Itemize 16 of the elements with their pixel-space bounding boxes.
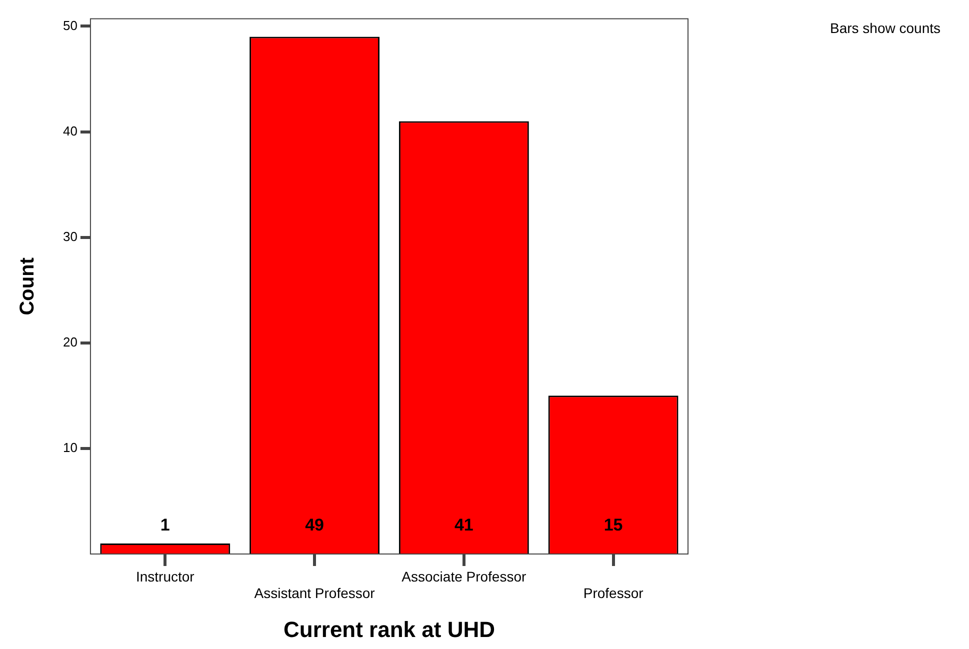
x-tick-label: Assistant Professor xyxy=(254,585,376,602)
y-tick-label: 40 xyxy=(62,123,78,138)
y-tick-label: 30 xyxy=(62,228,78,244)
y-tick-label: 50 xyxy=(62,18,78,33)
x-axis-title: Current rank at UHD xyxy=(283,616,495,642)
x-tick-label: Associate Professor xyxy=(402,568,527,584)
data-label: 1 xyxy=(160,516,170,535)
text: Bars show counts xyxy=(830,20,940,36)
y-axis-title: Count xyxy=(16,257,39,316)
data-label: 49 xyxy=(305,516,324,535)
data-label: 41 xyxy=(454,516,474,535)
x-tick-label: Professor xyxy=(583,585,644,602)
data-label: 15 xyxy=(604,516,623,535)
x-tick-label: Instructor xyxy=(136,568,195,584)
y-tick-label: 20 xyxy=(62,334,78,350)
y-tick-label: 10 xyxy=(62,440,78,456)
